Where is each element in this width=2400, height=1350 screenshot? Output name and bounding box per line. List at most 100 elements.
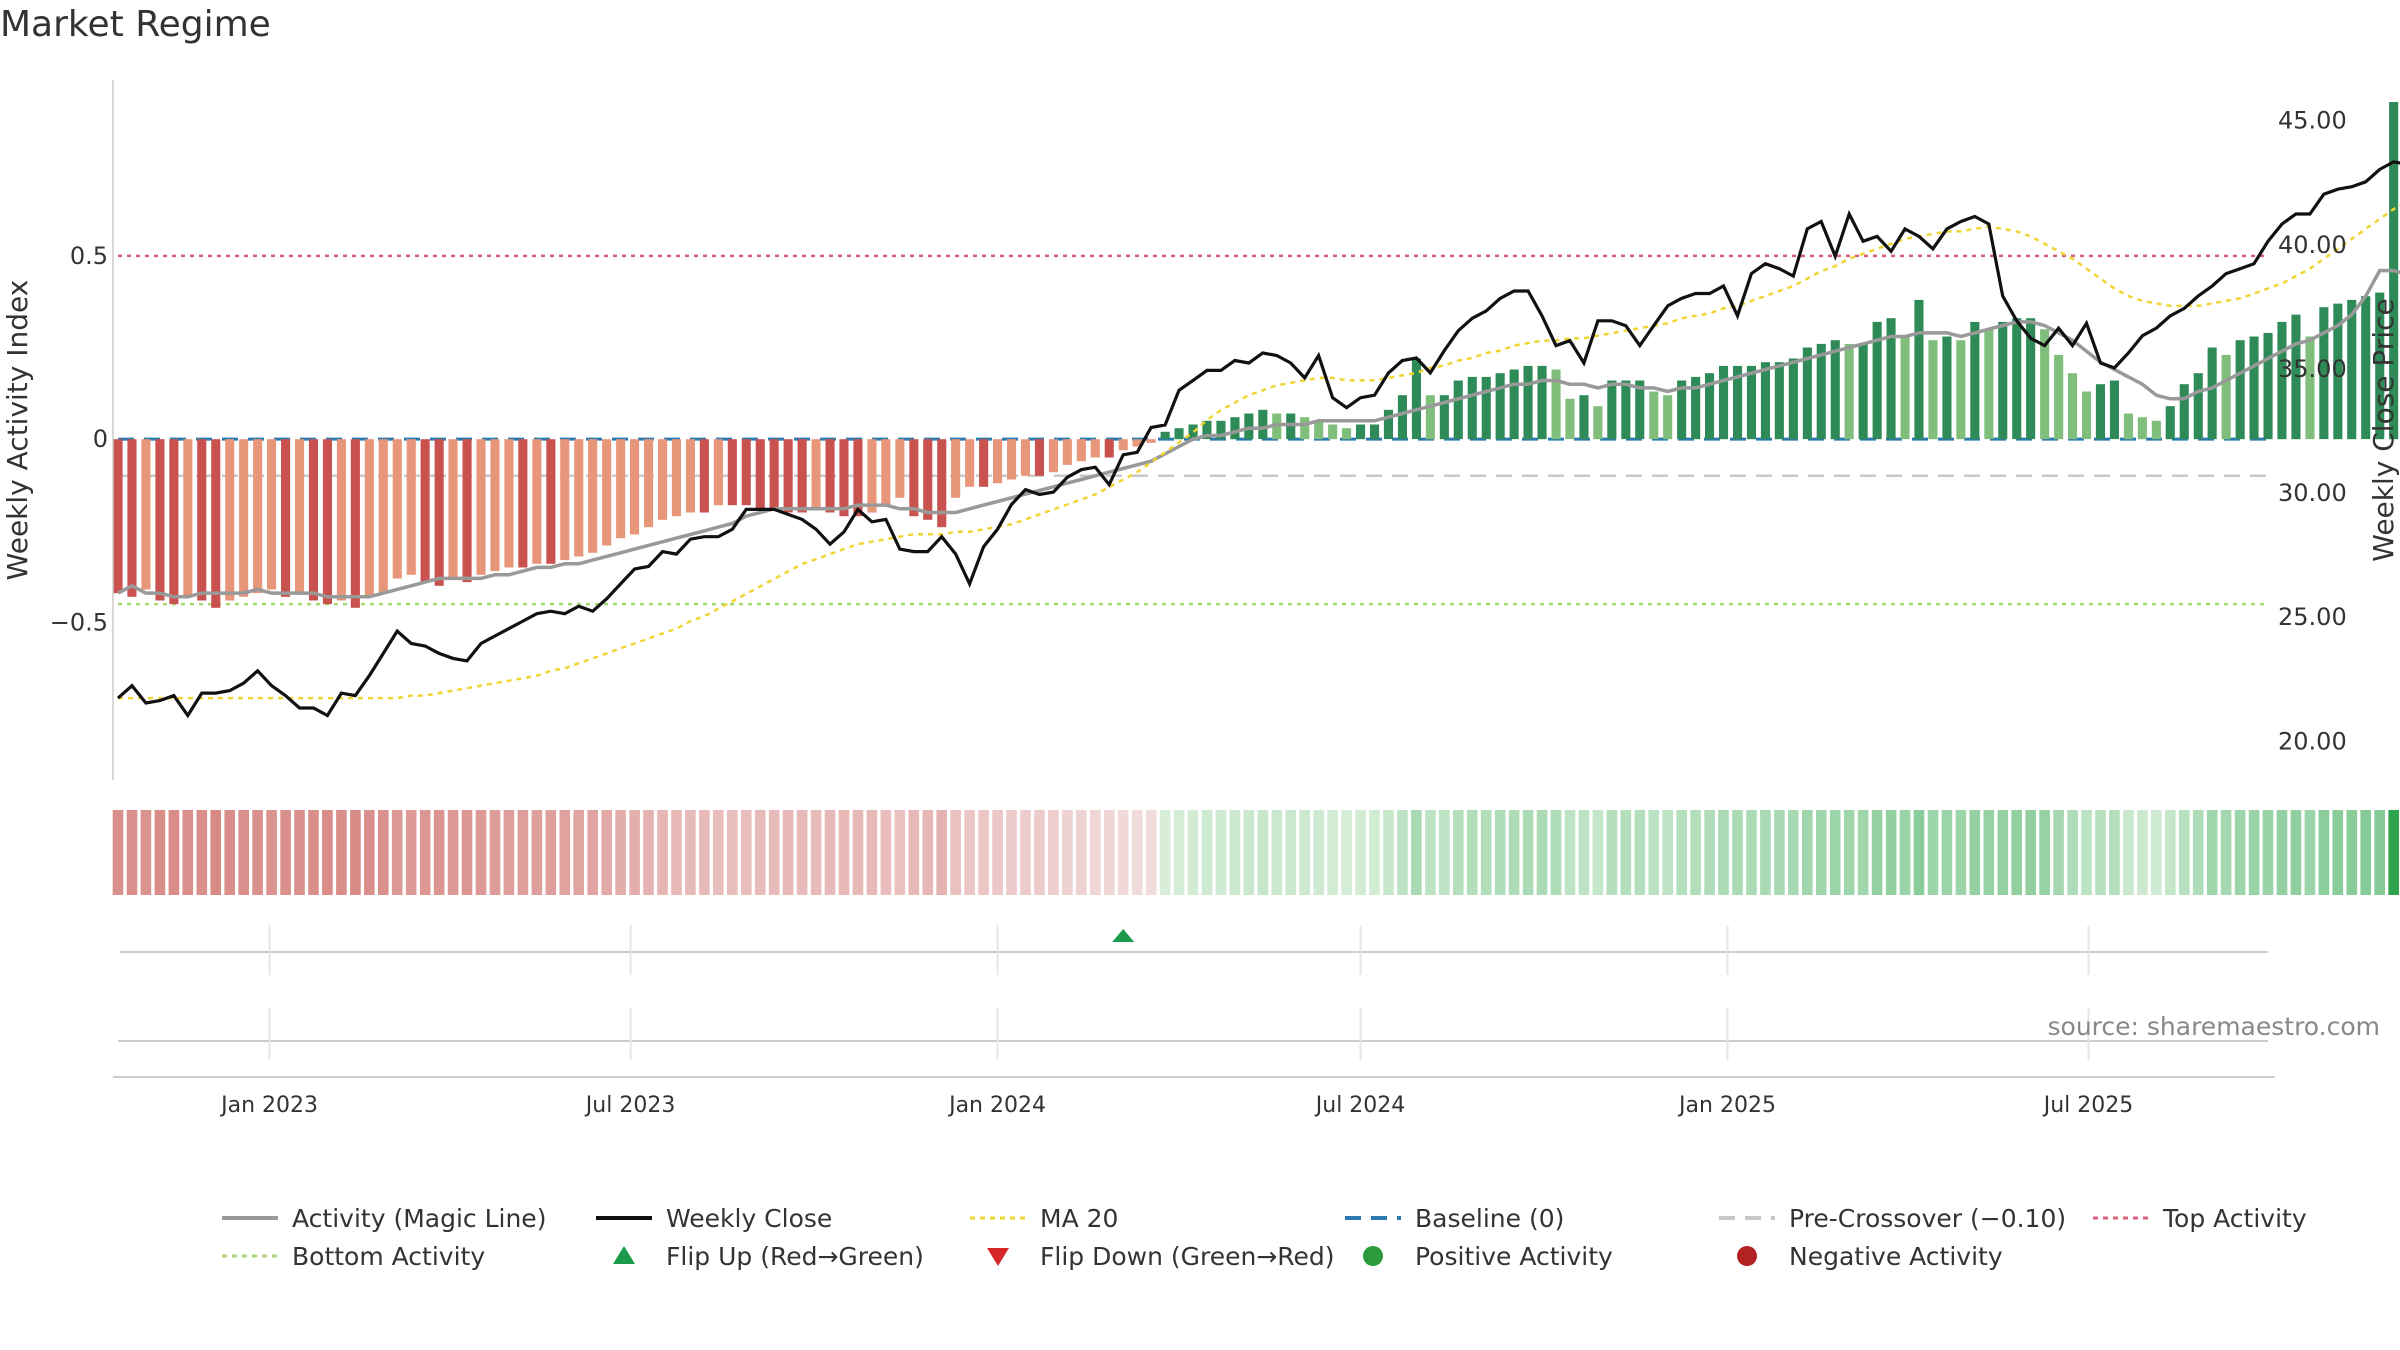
positive-dot-icon (1363, 1246, 1383, 1266)
legend-swatch-weekly-close (596, 1216, 652, 1220)
heat-cell (922, 810, 934, 895)
heat-cell (838, 810, 850, 895)
activity-bar (1956, 340, 1966, 440)
activity-bar (1216, 420, 1226, 440)
heat-cell (685, 810, 696, 895)
activity-bar (1830, 340, 1840, 440)
y2-tick-label: 35.00 (2278, 355, 2347, 383)
heat-cell (1285, 810, 1296, 895)
heat-cell (2053, 810, 2064, 895)
x-tick-label: Jan 2023 (219, 1093, 318, 1118)
legend-item-bottom-activity: Bottom Activity (220, 1238, 485, 1274)
heat-cell (1341, 810, 1352, 895)
y2-tick-label: 30.00 (2278, 479, 2347, 507)
heat-cell (2192, 810, 2204, 895)
heat-cell (1090, 810, 1101, 895)
activity-bar (239, 439, 249, 597)
activity-bar (518, 439, 528, 568)
heat-cell (1062, 810, 1073, 895)
heat-cell (1704, 810, 1715, 895)
heat-cell (2179, 810, 2190, 895)
activity-bar (211, 439, 221, 608)
activity-bar (685, 439, 695, 513)
heat-cell (559, 810, 571, 895)
heat-cell (447, 810, 459, 895)
heat-cell (1941, 810, 1953, 895)
heat-cell (1927, 810, 1939, 895)
heat-cell (1173, 810, 1185, 895)
activity-bar (1230, 417, 1240, 440)
activity-bar (2375, 292, 2385, 440)
heat-cell (866, 810, 878, 895)
heat-cell (2095, 810, 2106, 895)
heat-cell (2011, 810, 2022, 895)
heat-cell (2248, 810, 2260, 895)
heat-cell (1466, 810, 1478, 895)
activity-bar (183, 439, 193, 597)
activity-bar (1733, 365, 1743, 440)
activity-bar (1677, 380, 1687, 440)
heat-cell (1802, 810, 1813, 895)
activity-bar (1509, 369, 1519, 440)
activity-bar (825, 439, 835, 513)
negative-dot-icon (1737, 1246, 1757, 1266)
heat-cell (1117, 810, 1129, 895)
legend-swatch-pre-crossover (1719, 1216, 1775, 1220)
activity-bar (1300, 417, 1310, 440)
activity-bar (1635, 380, 1645, 440)
legend-label: Positive Activity (1415, 1241, 1613, 1271)
heat-cell (489, 810, 501, 895)
activity-bar (1076, 439, 1086, 462)
activity-bar (1328, 424, 1338, 440)
activity-bar (155, 439, 165, 601)
activity-bar (839, 439, 849, 517)
heat-cell (1313, 810, 1324, 895)
flip-markers (1112, 929, 1135, 942)
heat-cell (1020, 810, 1031, 895)
heat-cell (824, 810, 836, 895)
legend-item-flip-up: Flip Up (Red→Green) (594, 1238, 924, 1274)
heat-cell (1676, 810, 1687, 895)
activity-bar (2165, 406, 2175, 440)
activity-bar (1202, 420, 1212, 440)
heat-cell (671, 810, 682, 895)
heat-cell (908, 810, 920, 895)
heat-cell (713, 810, 724, 895)
activity-bar (1579, 395, 1589, 440)
activity-bar (699, 439, 709, 513)
flip-up-marker (1112, 929, 1135, 942)
heat-cell (1145, 810, 1157, 895)
heat-cell (1550, 810, 1562, 895)
activity-bar (1007, 439, 1017, 480)
heat-cell (1774, 810, 1785, 895)
flip-down-icon (987, 1248, 1009, 1266)
activity-bar (560, 439, 570, 561)
activity-bar (671, 439, 681, 517)
activity-bar (1481, 376, 1491, 440)
heat-cell (1997, 810, 2009, 895)
heat-cell (741, 810, 752, 895)
activity-bar (448, 439, 458, 579)
heat-cell (1788, 810, 1799, 895)
x-tick-label: Jan 2025 (1677, 1093, 1776, 1118)
heat-cell (629, 810, 640, 895)
activity-bar (2361, 296, 2371, 440)
activity-bar (295, 439, 305, 594)
heat-cell (1648, 810, 1659, 895)
heat-cell (1048, 810, 1059, 895)
activity-bar (169, 439, 179, 605)
heat-cell (2039, 810, 2050, 895)
heat-cell (1104, 810, 1115, 895)
heat-cell (1201, 810, 1213, 895)
activity-bar (616, 439, 626, 539)
heat-cell (1229, 810, 1241, 895)
strip-axes (113, 925, 2275, 1078)
heat-cell (1955, 810, 1967, 895)
x-tick-label: Jul 2024 (1314, 1093, 1406, 1118)
heat-cell (2388, 810, 2399, 895)
activity-bar (923, 439, 933, 520)
heat-cell (2025, 810, 2036, 895)
activity-bar (2082, 391, 2092, 440)
heat-cell (224, 810, 235, 895)
heat-cell (1159, 810, 1171, 895)
